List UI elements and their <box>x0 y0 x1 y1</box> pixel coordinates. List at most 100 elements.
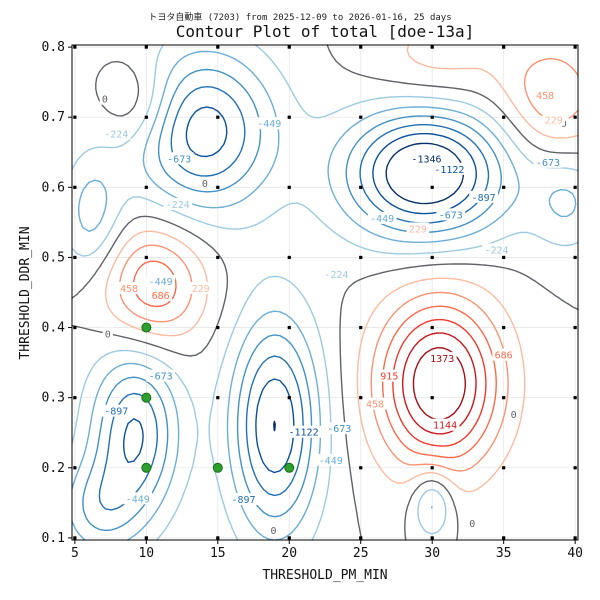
contour-label-bg <box>378 369 401 382</box>
design-point <box>502 396 506 400</box>
design-points <box>73 45 577 540</box>
contour-label-bg <box>164 152 194 165</box>
design-point <box>430 396 434 400</box>
design-point <box>73 115 77 119</box>
contour-label: -1122 <box>289 428 319 439</box>
contour-label: -224 <box>324 270 348 281</box>
contour-label-bg <box>533 155 563 168</box>
design-point <box>573 325 577 330</box>
contour-label-bg <box>542 113 566 126</box>
design-point <box>430 115 434 119</box>
design-point <box>573 536 577 540</box>
contour-label-bg <box>469 190 499 203</box>
grid <box>72 45 578 540</box>
chart-title: Contour Plot of total [doe-13a] <box>176 22 475 41</box>
contour-label-bg <box>268 523 279 536</box>
design-point <box>73 536 77 540</box>
design-point <box>502 536 506 540</box>
y-axis-label: THRESHOLD_DDR_MIN <box>18 226 33 359</box>
contour-label-bg <box>322 267 351 280</box>
x-axis-ticks: 5 10 15 20 25 30 35 40 <box>71 540 583 561</box>
x-tick-label: 40 <box>567 546 583 561</box>
contour-label-bg <box>508 408 519 421</box>
contour-lines <box>71 44 579 541</box>
contour-label-bg <box>117 281 141 294</box>
contour-label-bg <box>102 327 113 340</box>
contour-label: -1346 <box>411 154 441 165</box>
y-tick-label: 0.3 <box>42 391 65 406</box>
design-point <box>359 115 363 119</box>
contour-label: -224 <box>104 130 128 141</box>
design-point <box>287 255 291 260</box>
contour-label: 686 <box>152 291 170 302</box>
contour-label-bg <box>149 289 172 302</box>
contour-label-bg <box>316 453 346 466</box>
design-point <box>359 45 363 49</box>
contour-label-bg <box>199 176 211 189</box>
design-point <box>144 255 148 260</box>
contour-label-bg <box>467 516 478 529</box>
design-point <box>73 466 77 470</box>
contour-label: 1373 <box>430 354 454 365</box>
highlighted-point <box>212 462 223 473</box>
design-point <box>573 466 577 470</box>
design-point <box>359 185 363 189</box>
design-point <box>502 185 506 189</box>
chart-suptitle: トヨタ自動車 (7203) from 2025-12-09 to 2026-01… <box>148 11 451 23</box>
design-point <box>502 255 506 260</box>
contour-level--1122 <box>123 106 477 474</box>
contour-label-bg <box>99 92 110 105</box>
contour-level--1346 <box>273 142 465 432</box>
design-point <box>144 536 148 540</box>
contour-label: 229 <box>192 284 210 295</box>
x-tick-label: 10 <box>138 546 154 561</box>
highlighted-point <box>141 462 152 473</box>
contour-label: -449 <box>257 119 281 130</box>
contour-label: 458 <box>120 284 138 295</box>
contour-label-bg <box>406 222 430 235</box>
design-point <box>287 325 291 330</box>
x-tick-label: 5 <box>71 546 79 561</box>
y-tick-label: 0.2 <box>42 461 65 476</box>
contour-label: -673 <box>167 154 191 165</box>
y-tick-label: 0.1 <box>42 531 65 546</box>
x-tick-label: 25 <box>353 546 369 561</box>
contour-label: -449 <box>319 456 343 467</box>
contour-label: -224 <box>484 245 508 256</box>
design-point <box>144 185 148 189</box>
design-point <box>216 396 220 400</box>
design-point <box>430 536 434 540</box>
contour-label: 0 <box>202 179 208 190</box>
design-point <box>359 536 363 540</box>
y-tick-label: 0.6 <box>42 180 65 195</box>
contour-label: 229 <box>545 116 563 127</box>
design-point <box>502 115 506 119</box>
contour-label-bg <box>492 348 515 361</box>
contour-label-bg <box>286 425 322 438</box>
contour-label-bg <box>324 422 354 435</box>
contour-label-bg <box>430 418 460 431</box>
contour-label: 1144 <box>433 421 457 432</box>
x-axis-label: THRESHOLD_PM_MIN <box>262 568 387 583</box>
contour-label-bg <box>163 197 193 210</box>
contour-level--673 <box>82 68 502 532</box>
x-tick-label: 15 <box>210 546 226 561</box>
design-point <box>73 325 77 330</box>
contour-label: -449 <box>126 494 150 505</box>
design-point <box>216 325 220 330</box>
design-point <box>73 185 77 189</box>
design-point <box>216 45 220 49</box>
contour-label-bg <box>123 492 153 505</box>
design-point <box>430 255 434 260</box>
design-point <box>359 396 363 400</box>
x-tick-label: 35 <box>496 546 512 561</box>
design-point <box>359 466 363 470</box>
x-tick-label: 30 <box>424 546 440 561</box>
y-axis-ticks: 0.1 0.2 0.3 0.4 0.5 0.6 0.7 0.8 <box>42 40 72 546</box>
contour-level-915 <box>392 318 487 447</box>
design-point <box>430 45 434 49</box>
contour-label: 229 <box>409 224 427 235</box>
design-point <box>502 45 506 49</box>
contour-label: 686 <box>495 351 513 362</box>
design-point <box>73 45 77 49</box>
